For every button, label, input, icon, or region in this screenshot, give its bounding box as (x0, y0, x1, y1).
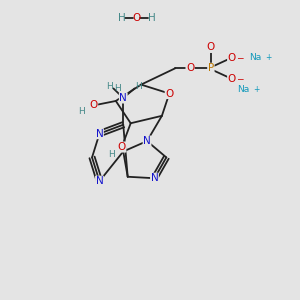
Text: H: H (118, 13, 126, 23)
Text: H: H (78, 107, 85, 116)
Text: O: O (228, 74, 236, 84)
Text: O: O (228, 53, 236, 63)
Text: Na: Na (238, 85, 250, 94)
Text: −: − (236, 53, 244, 62)
Text: H: H (114, 84, 121, 93)
Text: N: N (119, 93, 127, 103)
Text: H: H (135, 82, 142, 91)
Text: Na: Na (249, 53, 262, 62)
Text: O: O (89, 100, 98, 110)
Text: H: H (106, 82, 113, 91)
Text: N: N (143, 136, 151, 146)
Text: H: H (148, 13, 155, 23)
Text: +: + (265, 53, 271, 62)
Text: −: − (236, 74, 244, 83)
Text: O: O (133, 13, 141, 23)
Text: P: P (208, 63, 214, 73)
Text: N: N (151, 173, 158, 183)
Text: O: O (165, 88, 173, 98)
Text: +: + (253, 85, 259, 94)
Text: O: O (186, 63, 194, 73)
Text: N: N (96, 176, 103, 186)
Text: N: N (96, 129, 103, 139)
Text: O: O (207, 43, 215, 52)
Text: O: O (118, 142, 126, 152)
Text: H: H (108, 150, 115, 159)
